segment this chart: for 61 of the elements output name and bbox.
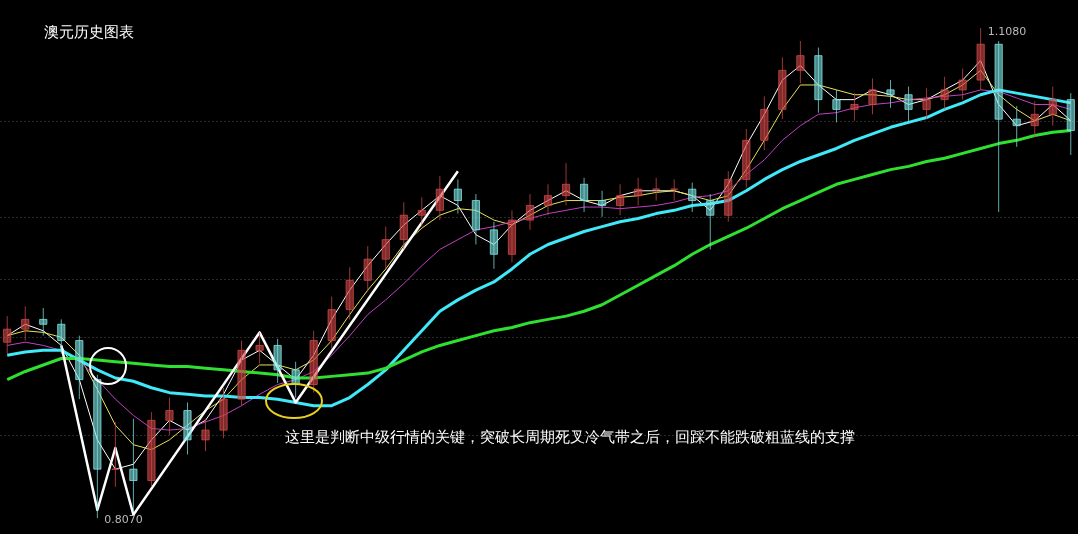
candlestick: [39, 307, 48, 337]
candlestick: [291, 361, 300, 399]
candlestick: [471, 193, 481, 246]
annotation: 0.8070: [104, 513, 143, 526]
candlestick: [273, 338, 282, 384]
candlestick: [21, 305, 30, 342]
candlestick: [832, 89, 841, 123]
annotation: 1.1080: [987, 25, 1027, 38]
candlestick: [1066, 92, 1075, 156]
candlestick: [597, 190, 607, 218]
candlestick: [399, 201, 408, 250]
candlestick: [724, 170, 733, 223]
candlestick: [778, 56, 787, 120]
candlestick: [850, 92, 859, 122]
candlestick: [742, 128, 751, 189]
candlestick: [129, 418, 138, 512]
candlestick: [688, 182, 697, 213]
candlestick: [453, 178, 462, 215]
candlestick: [1048, 86, 1057, 127]
candlestick: [922, 87, 931, 120]
candlestick: [796, 40, 805, 84]
candlestick: [940, 76, 949, 110]
candlestick: [525, 193, 535, 231]
candlestick: [489, 221, 499, 270]
candlestick: [760, 95, 769, 151]
candlestick: [147, 411, 156, 488]
candlestick: [886, 79, 895, 109]
candlestick: [904, 86, 913, 123]
candlestick: [183, 401, 192, 456]
candlestick: [435, 175, 444, 221]
candlestick: [381, 226, 390, 270]
candlestick: [868, 77, 877, 115]
candlestick: [57, 318, 66, 355]
candlestick: [165, 397, 174, 436]
annotation: 这里是判断中级行情的关键，突破长周期死叉冷气带之后，回踩不能跌破粗蓝线的支撑: [285, 428, 855, 446]
candlestick: [579, 177, 589, 213]
candlestick: [75, 335, 84, 400]
candlestick: [561, 162, 571, 206]
candlestick: [201, 418, 210, 452]
candlestick: [327, 296, 336, 350]
candlestick: [345, 266, 354, 320]
candlestick: [3, 315, 12, 355]
candlestick: [219, 387, 228, 439]
candlestick: [616, 183, 625, 216]
candlestick: [237, 340, 246, 407]
candlestick: [814, 47, 823, 114]
candlestick: [93, 374, 102, 519]
candlestick: [994, 40, 1003, 213]
candlestick: [1030, 100, 1039, 138]
candlestick: [1012, 105, 1021, 148]
candlestick: [634, 177, 643, 206]
candlestick: [706, 193, 715, 250]
candlestick: [507, 209, 517, 263]
candlestick: [309, 330, 318, 394]
candlestick: [255, 331, 264, 364]
candlestick: [958, 68, 967, 101]
chart-title: 澳元历史图表: [44, 23, 134, 41]
candlestick: [417, 196, 426, 228]
candlestick: [363, 245, 372, 293]
candlestick: [543, 183, 553, 216]
candlestick: [976, 27, 985, 91]
